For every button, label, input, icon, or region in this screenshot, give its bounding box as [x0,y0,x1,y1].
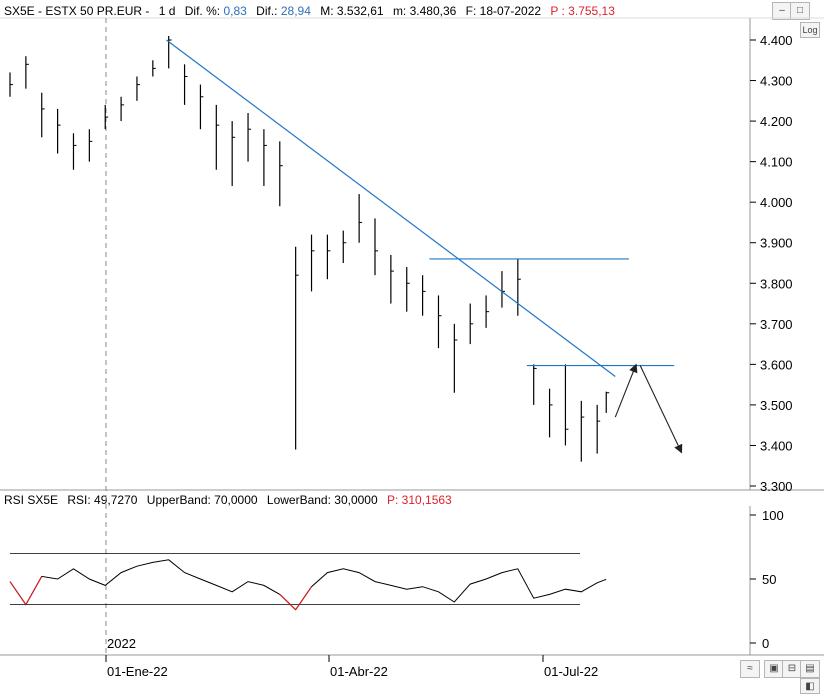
price-y-tick-label: 4.400 [760,33,793,48]
settings-icon[interactable]: ▤ [800,660,820,678]
cursor-value-label: P : 3.755,13 [550,4,615,18]
period-label: 1 d [158,4,176,18]
rsi-lowerband-label: LowerBand: 30,0000 [266,493,378,507]
rsi-oversold-segment [295,586,313,611]
save-icon[interactable]: ▣ [764,660,784,678]
rsi-upperband-label: UpperBand: 70,0000 [146,493,258,507]
price-y-tick-label: 4.100 [760,155,793,170]
x-tick-label-jan: 01-Ene-22 [107,664,168,679]
descending-trendline [166,39,616,378]
rsi-cursor-label: P: 310,1563 [387,493,452,507]
rsi-line [9,559,607,611]
x-tick-label-apr: 01-Abr-22 [330,664,388,679]
price-y-tick-label: 3.500 [760,398,793,413]
rsi-oversold-segment [9,581,27,605]
price-y-tick-label: 4.000 [760,195,793,210]
projection-arrow-up [614,363,638,418]
log-scale-button[interactable]: Log [800,22,820,38]
price-y-tick-label: 4.200 [760,114,793,129]
year-label: 2022 [107,636,136,651]
scale-toggle-icon[interactable]: ≈ [740,660,760,678]
price-y-tick-label: 3.700 [760,317,793,332]
date-label: F: 18-07-2022 [465,4,542,18]
price-y-tick-label: 3.900 [760,236,793,251]
price-y-tick-label: 3.800 [760,276,793,291]
symbol-label: SX5E - ESTX 50 PR.EUR - [4,4,150,18]
max-label: M: 3.532,61 [320,4,384,18]
price-y-tick-label: 3.300 [760,479,793,494]
price-y-tick-label: 4.300 [760,74,793,89]
rsi-y-tick-label: 0 [762,636,769,651]
full-screen-icon[interactable]: ⊟ [782,660,802,678]
rsi-oversold-segment [25,576,43,605]
rsi-y-tick-label: 50 [762,572,776,587]
dif-pct-label: Dif. %: 0,83 [184,4,247,18]
min-label: m: 3.480,36 [392,4,457,18]
rsi-oversold-segment [279,593,297,611]
dif-label: Dif.: 28,94 [256,4,311,18]
price-y-tick-label: 3.600 [760,357,793,372]
maximize-button[interactable]: □ [790,2,810,20]
price-y-tick-label: 3.400 [760,438,793,453]
x-tick-label-jul: 01-Jul-22 [544,664,599,679]
rsi-value-label: RSI: 49,7270 [67,493,138,507]
rsi-header: RSI SX5E RSI: 49,7270 UpperBand: 70,0000… [4,492,458,508]
bottom-icon[interactable]: ◧ [800,678,820,694]
rsi-y-tick-label: 100 [762,508,784,523]
price-header: SX5E - ESTX 50 PR.EUR - 1 d Dif. %: 0,83… [4,3,621,19]
rsi-name-label: RSI SX5E [4,493,59,507]
projection-arrow-down [639,365,683,454]
